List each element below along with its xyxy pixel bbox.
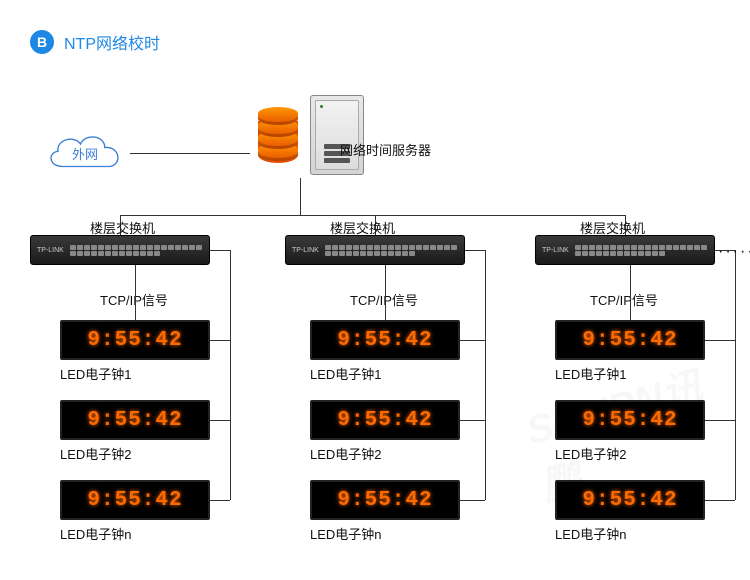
- server-label: 网络时间服务器: [340, 140, 431, 159]
- ellipsis-more: ······: [718, 243, 750, 261]
- database-icon: [250, 105, 306, 175]
- network-switch: TP-LINK: [285, 235, 465, 265]
- clock-label: LED电子钟n: [555, 524, 627, 543]
- network-switch: TP-LINK: [535, 235, 715, 265]
- led-clock: 9:55:42: [310, 400, 460, 440]
- led-clock: 9:55:42: [555, 400, 705, 440]
- ntp-server: [250, 95, 364, 175]
- clock-label: LED电子钟2: [60, 444, 132, 463]
- clock-label: LED电子钟1: [60, 364, 132, 383]
- signal-label: TCP/IP信号: [350, 290, 418, 309]
- diagram-title: NTP网络校时: [64, 30, 160, 54]
- clock-label: LED电子钟1: [310, 364, 382, 383]
- ntp-network-diagram: B NTP网络校时 外网 网络时间服务器 楼层交换机TP-L: [0, 0, 750, 580]
- clock-label: LED电子钟n: [310, 524, 382, 543]
- led-clock: 9:55:42: [60, 480, 210, 520]
- clock-label: LED电子钟1: [555, 364, 627, 383]
- server-tower-icon: [310, 95, 364, 175]
- section-badge: B: [30, 30, 54, 54]
- signal-label: TCP/IP信号: [590, 290, 658, 309]
- diagram-title-row: B NTP网络校时: [30, 30, 160, 54]
- led-clock: 9:55:42: [310, 480, 460, 520]
- led-clock: 9:55:42: [555, 320, 705, 360]
- clock-label: LED电子钟2: [310, 444, 382, 463]
- cloud-label: 外网: [72, 144, 98, 163]
- external-network-cloud: 外网: [40, 125, 130, 181]
- clock-label: LED电子钟n: [60, 524, 132, 543]
- network-switch: TP-LINK: [30, 235, 210, 265]
- led-clock: 9:55:42: [310, 320, 460, 360]
- led-clock: 9:55:42: [60, 320, 210, 360]
- led-clock: 9:55:42: [555, 480, 705, 520]
- signal-label: TCP/IP信号: [100, 290, 168, 309]
- clock-label: LED电子钟2: [555, 444, 627, 463]
- led-clock: 9:55:42: [60, 400, 210, 440]
